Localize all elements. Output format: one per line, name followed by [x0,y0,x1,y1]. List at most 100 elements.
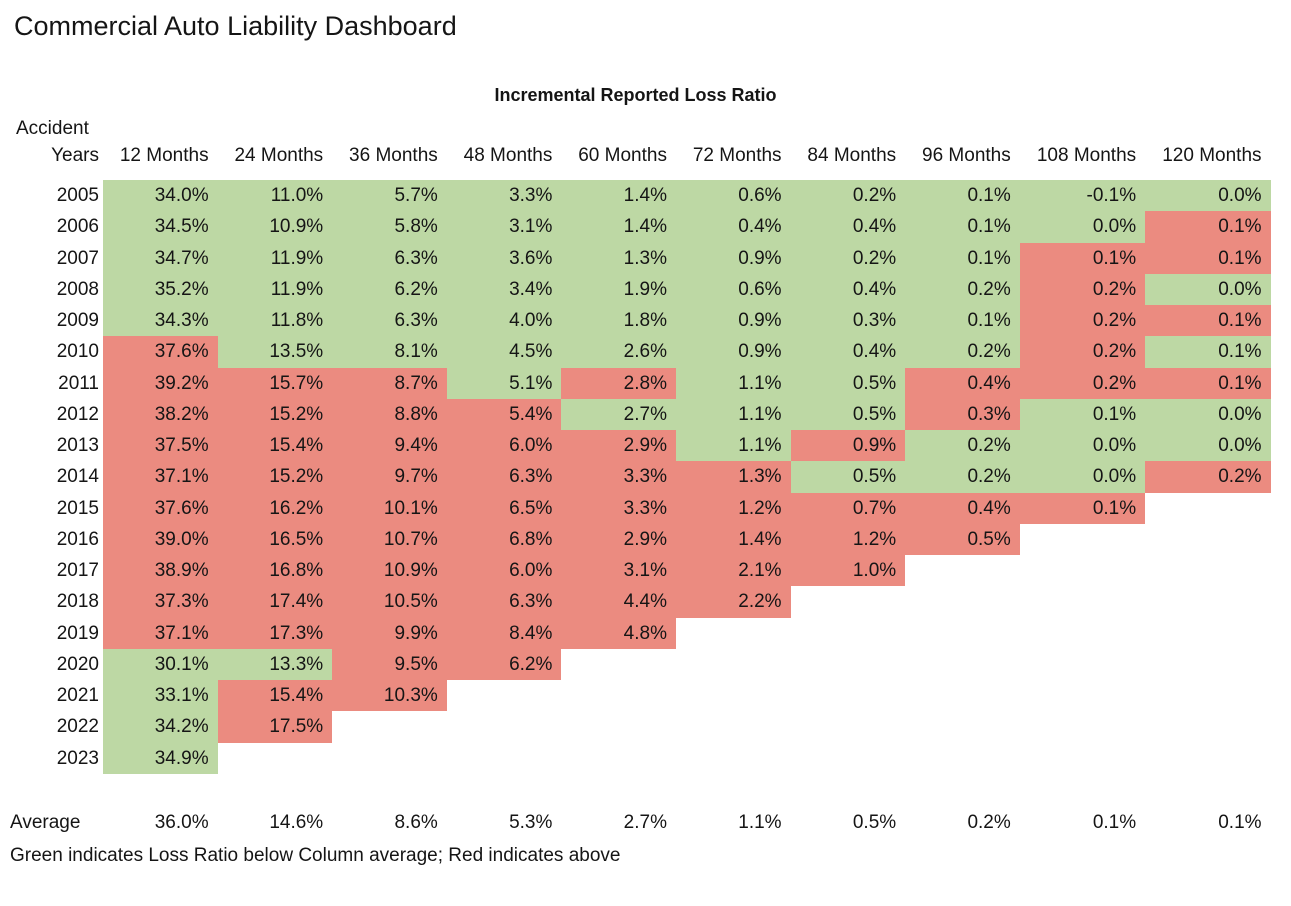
table-row: 2010 37.6% 13.5% 8.1% 4.5% 2.6% 0.9% 0.4% 0.2% 0.… [0,336,1271,368]
loss-ratio-cell [791,586,906,617]
loss-ratio-cell: 0.0% [1145,430,1271,462]
loss-ratio-cell: 2.7% [561,398,676,430]
loss-ratio-cell: 0.5% [790,461,906,493]
loss-ratio-cell [1020,524,1145,555]
loss-ratio-cell: 10.5% [332,586,447,618]
loss-ratio-cell: 3.1% [446,211,562,243]
loss-ratio-cell: 0.9% [675,305,791,337]
loss-ratio-cell: 8.1% [332,336,447,368]
loss-ratio-cell [676,618,791,649]
year-label: 2009 [56,310,99,331]
loss-ratio-cell: 3.3% [561,461,676,493]
loss-ratio-cell: 1.3% [561,242,676,274]
column-header: 24 Months [234,145,324,166]
loss-ratio-cell [1020,649,1145,680]
loss-ratio-cell [1020,586,1145,617]
loss-ratio-cell: 2.6% [561,336,676,368]
loss-ratio-cell: 8.8% [332,398,447,430]
column-header: 36 Months [349,145,438,166]
loss-ratio-cell: 15.4% [217,430,333,462]
loss-ratio-cell [332,711,447,742]
loss-ratio-cell: 0.4% [905,367,1020,399]
loss-ratio-cell: 1.2% [790,523,906,555]
loss-ratio-cell: 0.1% [905,305,1020,337]
loss-ratio-cell: 1.1% [675,430,791,462]
loss-ratio-cell: 1.1% [675,398,791,430]
average-cell: 8.6% [394,812,438,833]
loss-ratio-cell: 1.4% [561,211,676,243]
loss-ratio-cell: 0.9% [790,430,906,462]
year-label: 2012 [56,403,99,425]
average-cell: 1.1% [738,812,782,833]
table-row: 2007 34.7% 11.9% 6.3% 3.6% 1.3% 0.9% 0.2% 0.1% 0.… [0,242,1271,274]
loss-ratio-cell: 1.0% [790,555,906,587]
loss-ratio-cell: 6.0% [446,555,562,587]
page-title: Commercial Auto Liability Dashboard [14,11,457,41]
loss-ratio-cell: 1.4% [561,180,676,212]
loss-ratio-cell [1020,680,1145,711]
loss-ratio-cell: 17.3% [217,617,333,649]
column-header: 108 Months [1036,145,1137,166]
loss-ratio-cell: 2.1% [675,555,791,587]
year-label: 2017 [56,560,99,581]
loss-ratio-cell [447,743,562,774]
accident-label: Accident [16,118,89,139]
legend-note: Green indicates Loss Ratio below Column … [10,845,621,866]
loss-ratio-cell [791,711,906,742]
year-label: 2016 [56,528,99,550]
loss-ratio-cell: 15.2% [217,461,333,493]
loss-ratio-cell [791,649,906,680]
loss-ratio-cell [1145,649,1270,680]
loss-ratio-cell [447,680,562,711]
table-row: 2022 34.2% 17.5% [0,711,1271,743]
loss-ratio-cell [676,649,791,680]
average-cell: 0.5% [852,812,897,833]
table-row: 2016 39.0% 16.5% 10.7% 6.8% 2.9% 1.4% 1.2% 0.5% [0,523,1271,555]
table-row: 2011 39.2% 15.7% 8.7% 5.1% 2.8% 1.1% 0.5% 0.4% 0.… [0,367,1271,399]
table-row: 2013 37.5% 15.4% 9.4% 6.0% 2.9% 1.1% 0.9% 0.2% 0.… [0,430,1271,462]
average-row: Average 36.0% 14.6% 8.6% 5.3% 2.7% 1.1% 0.5% 0.… [0,807,1271,838]
loss-ratio-cell: 9.9% [332,617,447,649]
loss-ratio-cell: 9.5% [332,648,447,680]
loss-ratio-cell: 6.2% [332,273,447,305]
table-row: 2006 34.5% 10.9% 5.8% 3.1% 1.4% 0.4% 0.4% 0.1% 0.… [0,211,1271,243]
loss-ratio-cell [561,743,676,774]
loss-ratio-cell: 35.2% [103,273,218,305]
loss-ratio-cell: 0.4% [675,211,791,243]
loss-ratio-cell: 37.1% [103,617,218,649]
loss-ratio-cell [676,680,791,711]
year-label: 2020 [56,653,99,675]
loss-ratio-cell [1020,618,1145,649]
loss-ratio-cell: 6.3% [446,586,562,618]
table-row: 2023 34.9% [0,742,1271,774]
loss-ratio-cell: 11.8% [217,305,333,337]
column-header-row: Years 12 Months 24 Months 36 Months 48 Mont… [0,142,1271,169]
year-label: 2013 [56,435,99,456]
loss-ratio-cell: 0.5% [905,523,1020,555]
loss-ratio-cell: 0.5% [790,367,906,399]
loss-ratio-cell: 15.4% [217,680,333,712]
loss-ratio-cell [332,743,447,774]
loss-ratio-cell: 0.2% [905,336,1020,368]
loss-ratio-cell: 0.2% [1145,461,1271,493]
table-row: 2012 38.2% 15.2% 8.8% 5.4% 2.7% 1.1% 0.5% 0.3% 0.… [0,398,1271,430]
loss-ratio-cell: 13.5% [217,336,333,368]
loss-ratio-cell [905,743,1020,774]
loss-ratio-cell: 6.3% [332,305,447,337]
loss-ratio-cell: 0.1% [1019,492,1146,524]
average-cell: 0.1% [1092,812,1137,833]
loss-ratio-cell [905,586,1020,617]
loss-ratio-cell: 37.6% [103,336,218,368]
loss-ratio-cell [905,649,1020,680]
loss-ratio-cell: 0.1% [1019,242,1146,274]
triangle-body: 2005 34.0% 11.0% 5.7% 3.3% 1.4% 0.6% 0.2% 0.1% -0… [0,180,1271,774]
loss-ratio-cell: 8.4% [446,617,562,649]
loss-ratio-cell [1145,586,1270,617]
loss-ratio-cell: 0.0% [1145,180,1271,212]
loss-ratio-cell: 4.5% [446,336,562,368]
loss-ratio-cell: 0.0% [1019,211,1146,243]
loss-ratio-cell: 9.4% [332,430,447,462]
loss-ratio-cell: 2.2% [675,586,791,618]
loss-ratio-cell [1145,743,1270,774]
